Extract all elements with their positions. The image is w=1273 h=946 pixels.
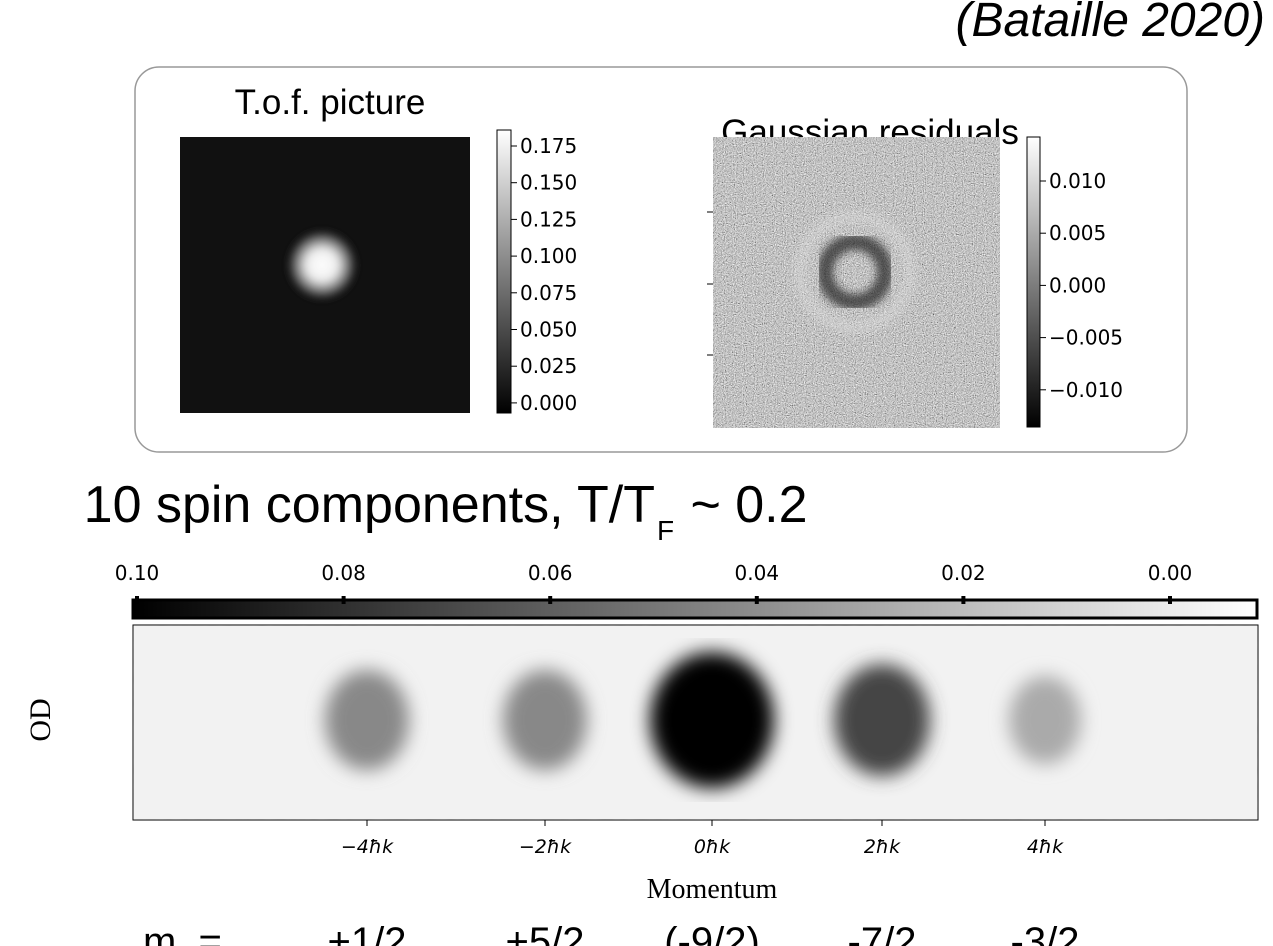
main-title-text: 10 spin components, T/T	[84, 476, 655, 534]
main-title: 10 spin components, T/T	[84, 476, 655, 534]
colorbar-tick-label: 0.005	[1049, 221, 1106, 245]
residual-image	[713, 137, 1000, 428]
colorbar-tick-label: 0.06	[528, 561, 573, 585]
left-title: T.o.f. picture	[235, 83, 426, 122]
m-value: +5/2	[506, 920, 585, 946]
cloud	[834, 664, 930, 776]
panel-frame	[134, 66, 1188, 453]
colorbar-tick-label: 0.125	[520, 207, 577, 231]
cloud	[650, 652, 774, 788]
colorbar-tick-label: 0.04	[735, 561, 780, 585]
colorbar-tick-label: 0.100	[520, 244, 577, 268]
cloud	[1009, 676, 1081, 764]
m-label: m =	[143, 920, 222, 946]
x-tick-label: −4ħk	[341, 836, 394, 858]
colorbar-tick-label: 0.075	[520, 281, 577, 305]
main-title-suffix: ~ 0.2	[676, 476, 808, 534]
y-label: OD	[24, 698, 57, 741]
colorbar-tick-label: 0.000	[520, 391, 577, 415]
colorbar-tick-label: 0.025	[520, 354, 577, 378]
x-tick-label: 0ħk	[694, 836, 731, 858]
colorbar-tick-label: 0.000	[1049, 273, 1106, 297]
colorbar-tick-label: 0.010	[1049, 169, 1106, 193]
colorbar-tick-label: −0.010	[1049, 378, 1123, 402]
colorbar-tick-label: 0.00	[1148, 561, 1193, 585]
colorbar-tick-label: 0.10	[115, 561, 160, 585]
colorbar-tick-label: 0.050	[520, 318, 577, 342]
residual-halo	[794, 211, 916, 333]
m-value: +1/2	[328, 920, 407, 946]
left-colorbar	[496, 129, 512, 414]
m-value: -3/2	[1011, 920, 1080, 946]
right-colorbar	[1026, 136, 1041, 428]
bottom-colorbar	[131, 598, 1259, 620]
colorbar-tick-label: 0.175	[520, 134, 577, 158]
colorbar-tick-label: 0.02	[941, 561, 986, 585]
main-title-subscript: F	[657, 515, 674, 546]
m-value: -7/2	[848, 920, 917, 946]
residual-ring	[817, 234, 893, 310]
cloud	[325, 670, 409, 770]
x-label: Momentum	[647, 874, 778, 905]
colorbar-tick-label: −0.005	[1049, 326, 1123, 350]
x-tick-label: −2ħk	[519, 836, 572, 858]
x-tick-label: 2ħk	[864, 836, 901, 858]
colorbar-tick-label: 0.08	[321, 561, 366, 585]
citation: (Bataille 2020)	[955, 0, 1265, 47]
colorbar-tick-label: 0.150	[520, 171, 577, 195]
x-tick-label: 4ħk	[1027, 836, 1064, 858]
m-value: (-9/2)	[664, 920, 760, 946]
tof-cloud	[288, 231, 356, 299]
spin-clouds	[325, 652, 1081, 788]
cloud	[503, 670, 587, 770]
